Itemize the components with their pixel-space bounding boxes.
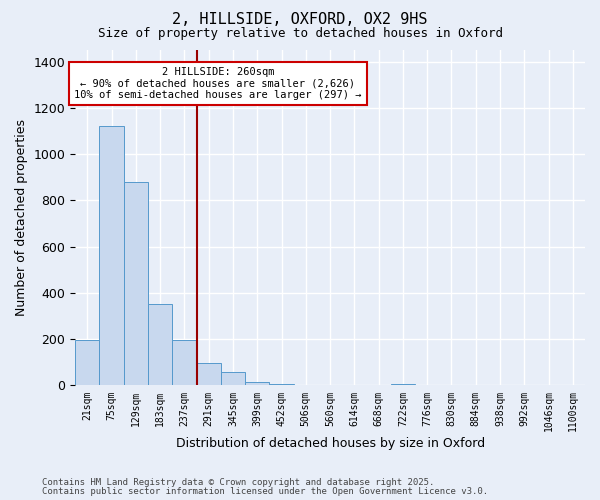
- Bar: [221, 372, 245, 386]
- Bar: [245, 382, 269, 386]
- Bar: [124, 182, 148, 386]
- Text: 2 HILLSIDE: 260sqm
← 90% of detached houses are smaller (2,626)
10% of semi-deta: 2 HILLSIDE: 260sqm ← 90% of detached hou…: [74, 67, 362, 100]
- Y-axis label: Number of detached properties: Number of detached properties: [15, 119, 28, 316]
- Bar: [197, 364, 221, 386]
- Bar: [391, 384, 415, 386]
- Bar: [269, 384, 293, 386]
- Bar: [172, 340, 197, 386]
- Text: 2, HILLSIDE, OXFORD, OX2 9HS: 2, HILLSIDE, OXFORD, OX2 9HS: [172, 12, 428, 28]
- Bar: [75, 340, 100, 386]
- Text: Contains HM Land Registry data © Crown copyright and database right 2025.: Contains HM Land Registry data © Crown c…: [42, 478, 434, 487]
- Text: Contains public sector information licensed under the Open Government Licence v3: Contains public sector information licen…: [42, 487, 488, 496]
- Bar: [148, 304, 172, 386]
- Bar: [100, 126, 124, 386]
- Text: Size of property relative to detached houses in Oxford: Size of property relative to detached ho…: [97, 28, 503, 40]
- X-axis label: Distribution of detached houses by size in Oxford: Distribution of detached houses by size …: [176, 437, 485, 450]
